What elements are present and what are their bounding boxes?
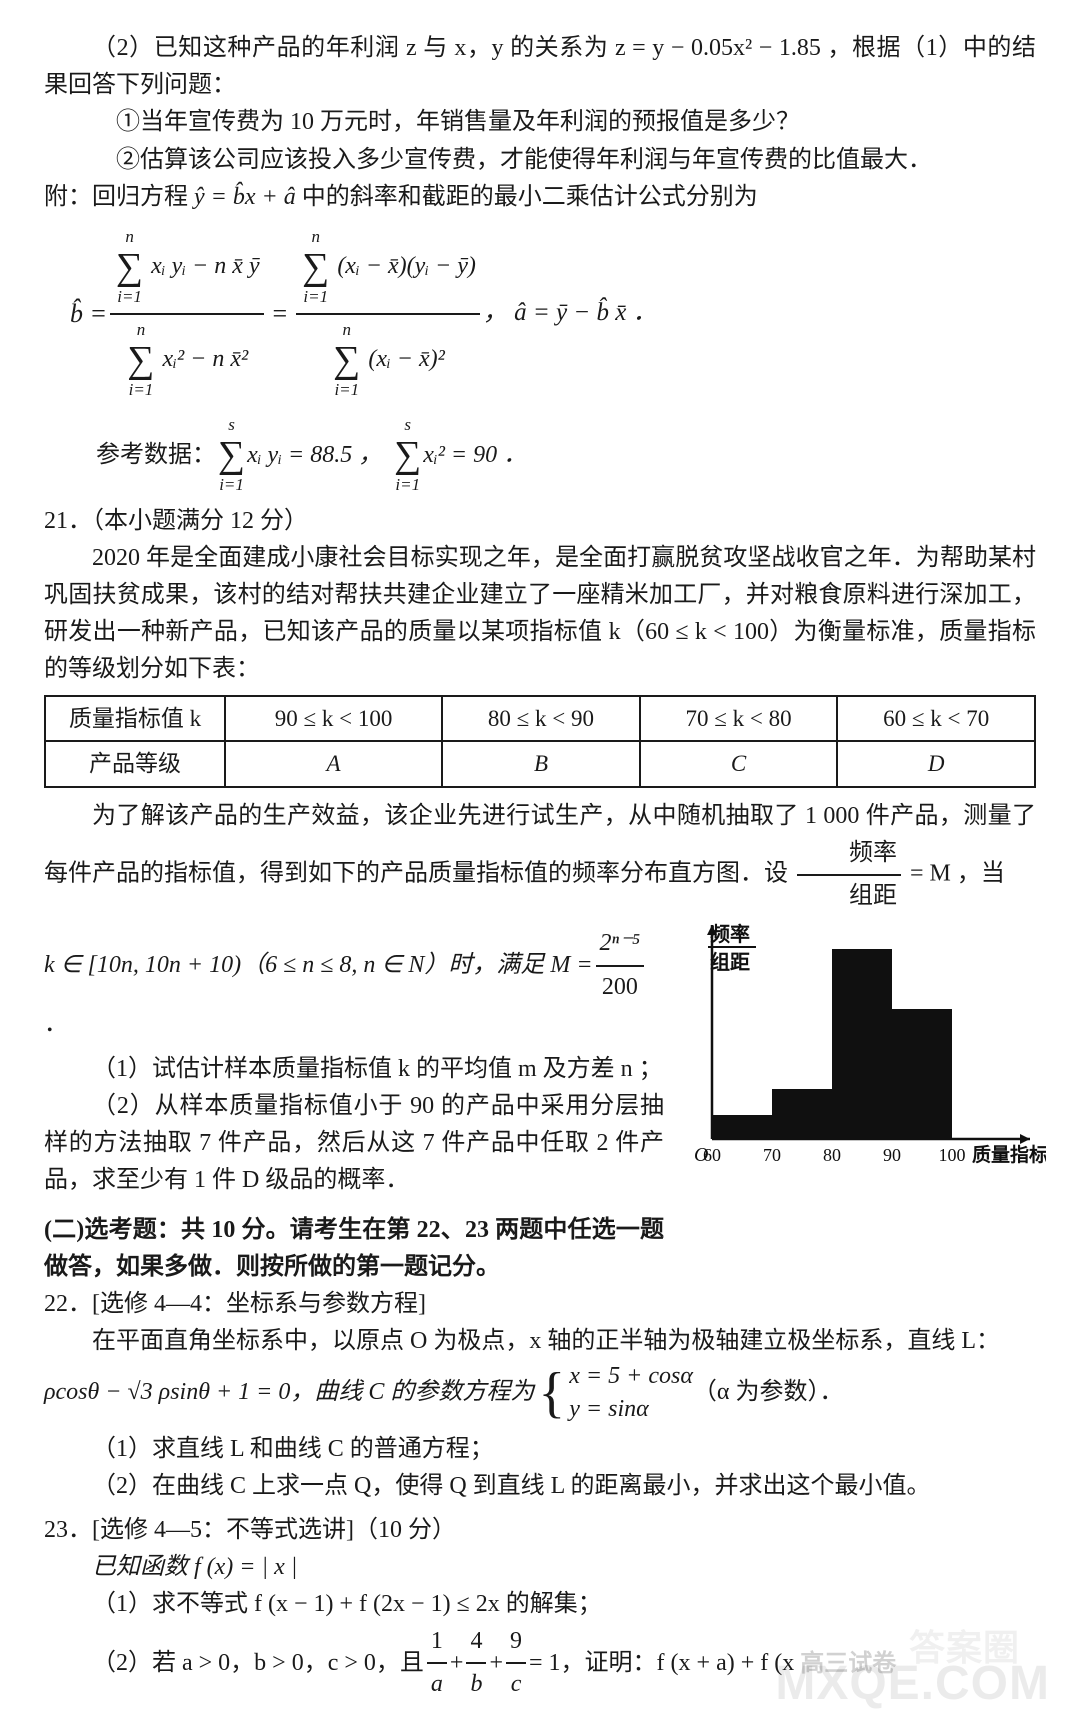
q2-intro: （2）已知这种产品的年利润 z 与 x，y 的关系为 z = y − 0.05x… — [44, 30, 1036, 104]
svg-text:频率: 频率 — [710, 922, 750, 946]
table-row: 质量指标值 k 90 ≤ k < 100 80 ≤ k < 90 70 ≤ k … — [45, 696, 1035, 742]
grade-table: 质量指标值 k 90 ≤ k < 100 80 ≤ k < 90 70 ≤ k … — [44, 695, 1036, 788]
histogram: 60708090100O频率组距质量指标值k — [666, 919, 1046, 1211]
q23-head: 23．[选修 4—5：不等式选讲]（10 分） — [44, 1512, 1036, 1549]
q22-head: 22．[选修 4—4：坐标系与参数方程] — [44, 1286, 1036, 1323]
svg-text:质量指标值k: 质量指标值k — [972, 1143, 1046, 1166]
q22-sub2: （2）在曲线 C 上求一点 Q，使得 Q 到直线 L 的距离最小，并求出这个最小… — [44, 1468, 1036, 1505]
q23-fn: 已知函数 f (x) = | x | — [44, 1549, 1036, 1586]
q2-sub1: ①当年宣传费为 10 万元时，年销售量及年利润的预报值是多少？ — [44, 104, 1036, 141]
svg-text:90: 90 — [883, 1145, 901, 1165]
q21-sub1: （1）试估计样本质量指标值 k 的平均值 m 及方差 n ； — [44, 1051, 664, 1088]
q23-sub1: （1）求不等式 f (x − 1) + f (2x − 1) ≤ 2x 的解集； — [44, 1586, 1036, 1623]
q21-body2: 为了解该产品的生产效益，该企业先进行试生产，从中随机抽取了 1 000 件产品，… — [44, 798, 1036, 916]
q22-sub1: （1）求直线 L 和曲线 C 的普通方程； — [44, 1431, 1036, 1468]
svg-text:100: 100 — [939, 1145, 966, 1165]
appendix-line: 附：回归方程 ŷ = b̂x + â 中的斜率和截距的最小二乘估计公式分别为 — [44, 179, 1036, 216]
svg-text:80: 80 — [823, 1145, 841, 1165]
svg-text:70: 70 — [763, 1145, 781, 1165]
table-row: 产品等级 A B C D — [45, 741, 1035, 787]
q21-head: 21．（本小题满分 12 分） — [44, 503, 1036, 540]
svg-text:O: O — [694, 1144, 708, 1166]
q2-sub2: ②估算该公司应该投入多少宣传费，才能使得年利润与年宣传费的比值最大． — [44, 142, 1036, 179]
b-hat-formula: b̂ = n∑i=1 xᵢ yᵢ − n x̄ ȳ n∑i=1 xᵢ² − n … — [52, 224, 1036, 404]
section-2-head: (二)选考题：共 10 分。请考生在第 22、23 两题中任选一题做答，如果多做… — [44, 1212, 664, 1286]
regression-eq: ŷ = b̂x + â — [194, 184, 296, 210]
watermark-cn: 答案圈 — [909, 1620, 1020, 1676]
q21-sub2: （2）从样本质量指标值小于 90 的产品中采用分层抽样的方法抽取 7 件产品，然… — [44, 1088, 664, 1200]
svg-text:组距: 组距 — [710, 950, 750, 974]
q22-eqline: ρcosθ − √3 ρsinθ + 1 = 0，曲线 C 的参数方程为 { x… — [44, 1360, 1036, 1425]
q22-body: 在平面直角坐标系中，以原点 O 为极点，x 轴的正半轴为极轴建立极坐标系，直线 … — [44, 1323, 1036, 1360]
q21-m-formula: k ∈ [10n, 10n + 10)（6 ≤ n ≤ 8, n ∈ N）时，满… — [44, 925, 664, 1043]
reference-data: 参考数据： s∑i=1 xᵢ yᵢ = 88.5 ， s∑i=1 xᵢ² = 9… — [96, 412, 1036, 499]
q21-body: 2020 年是全面建成小康社会目标实现之年，是全面打赢脱贫攻坚战收官之年．为帮助… — [44, 540, 1036, 689]
